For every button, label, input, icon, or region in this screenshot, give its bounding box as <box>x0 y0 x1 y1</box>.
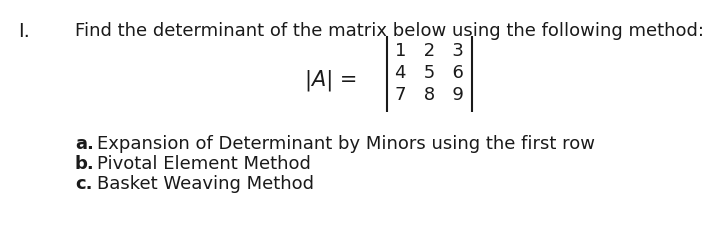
Text: 1   2   3: 1 2 3 <box>395 42 464 60</box>
Text: 7   8   9: 7 8 9 <box>395 86 464 104</box>
Text: Pivotal Element Method: Pivotal Element Method <box>97 155 311 173</box>
Text: Find the determinant of the matrix below using the following method:: Find the determinant of the matrix below… <box>75 22 704 40</box>
Text: 4   5   6: 4 5 6 <box>395 64 464 82</box>
Text: Expansion of Determinant by Minors using the first row: Expansion of Determinant by Minors using… <box>97 135 595 153</box>
Text: |A| =: |A| = <box>305 69 357 91</box>
Text: Basket Weaving Method: Basket Weaving Method <box>97 175 314 193</box>
Text: a.: a. <box>75 135 94 153</box>
Text: I.: I. <box>18 22 30 41</box>
Text: c.: c. <box>75 175 92 193</box>
Text: b.: b. <box>75 155 95 173</box>
